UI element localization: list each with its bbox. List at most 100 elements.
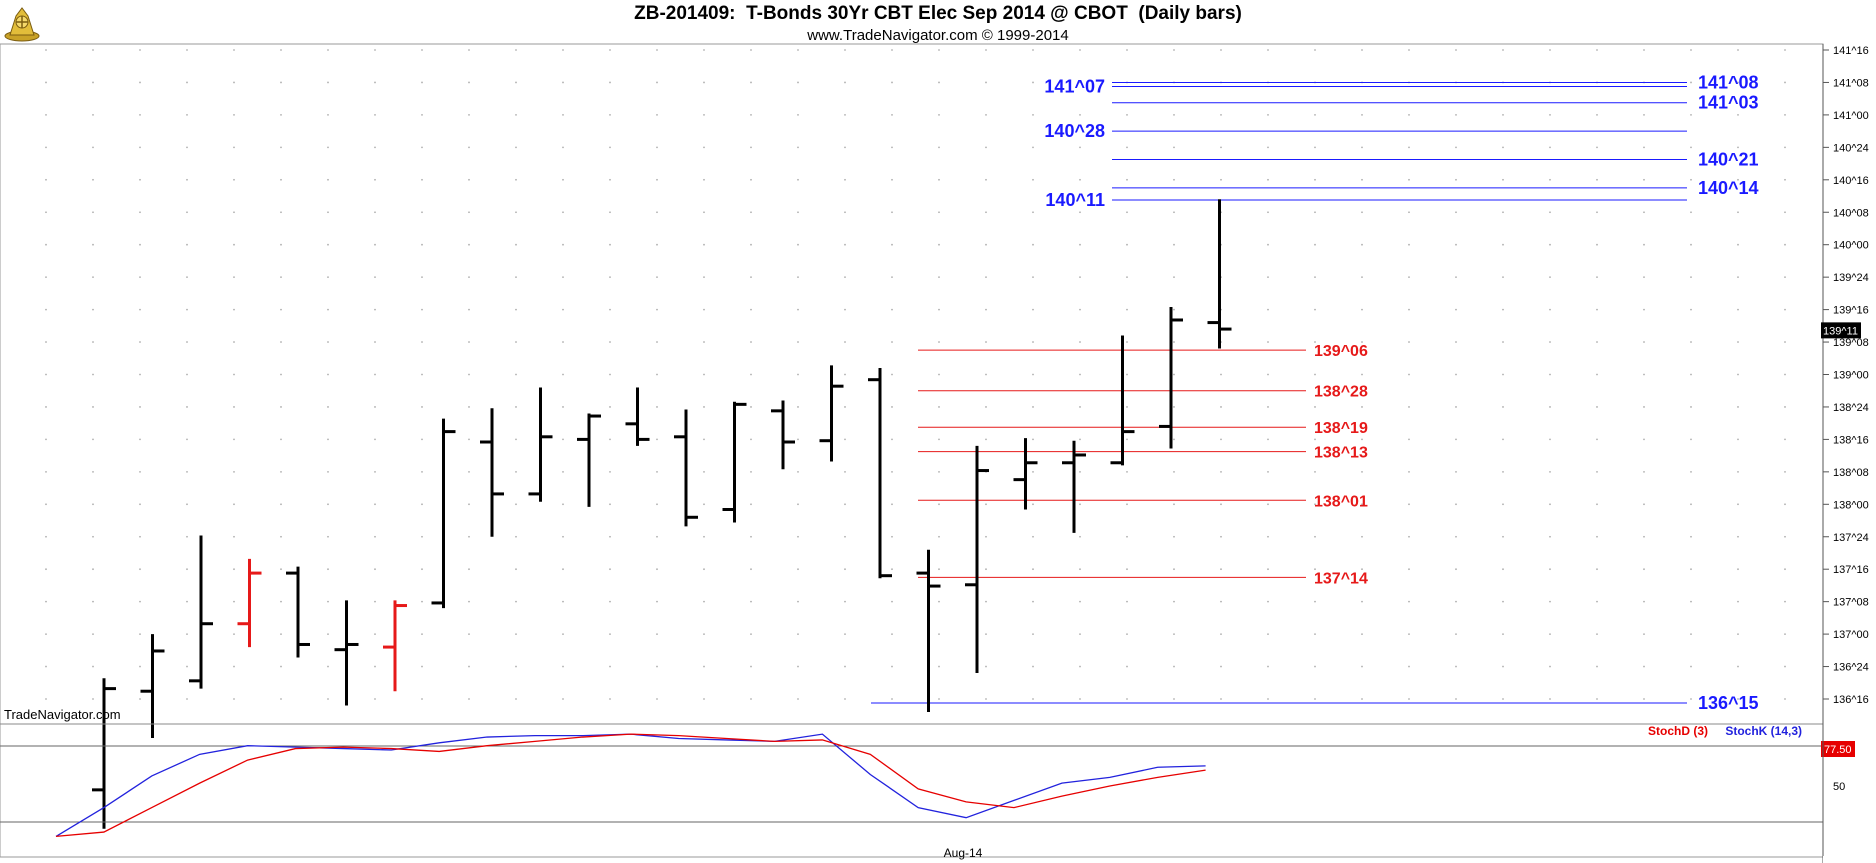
- grid-dot: [327, 470, 329, 473]
- ohlc-bar: [722, 401, 747, 523]
- price-axis-tick-label: 138^16: [1833, 434, 1869, 446]
- grid-dot: [656, 81, 658, 84]
- grid-dot: [421, 341, 423, 343]
- grid-dot: [1408, 341, 1410, 343]
- grid-dot: [515, 406, 517, 408]
- grid-dot: [1784, 81, 1786, 84]
- grid-dot: [609, 276, 611, 279]
- grid-dot: [327, 81, 329, 84]
- grid-dot: [609, 503, 611, 506]
- grid-dot: [1361, 146, 1363, 149]
- grid-dot: [1690, 114, 1692, 116]
- grid-dot: [1549, 341, 1551, 343]
- grid-dot: [1079, 406, 1081, 408]
- grid-dot: [656, 438, 658, 441]
- grid-dot: [1267, 341, 1269, 343]
- grid-dot: [938, 49, 940, 51]
- grid-dot: [750, 308, 752, 311]
- grid-dot: [374, 568, 376, 571]
- grid-dot: [938, 406, 940, 408]
- grid-dot: [1596, 665, 1598, 668]
- grid-dot: [985, 373, 987, 376]
- grid-dot: [1690, 568, 1692, 571]
- ohlc-bar: [868, 368, 892, 579]
- grid-dot: [1032, 503, 1034, 506]
- grid-dot: [609, 600, 611, 603]
- grid-dot: [421, 633, 423, 635]
- grid-dot: [1314, 438, 1316, 441]
- grid-dot: [233, 211, 235, 214]
- grid-dot: [139, 470, 141, 473]
- grid-dot: [1455, 438, 1457, 441]
- grid-dot: [45, 178, 47, 181]
- grid-dot: [1314, 406, 1316, 408]
- grid-dot: [891, 568, 893, 571]
- grid-dot: [750, 503, 752, 506]
- grid-dot: [703, 243, 705, 246]
- grid-dot: [186, 470, 188, 473]
- grid-dot: [1267, 114, 1269, 116]
- grid-dot: [656, 146, 658, 149]
- grid-dot: [468, 633, 470, 635]
- grid-dot: [233, 308, 235, 311]
- grid-dot: [280, 308, 282, 311]
- grid-dot: [1267, 211, 1269, 214]
- grid-dot: [1173, 276, 1175, 279]
- grid-dot: [985, 665, 987, 668]
- grid-dot: [374, 665, 376, 668]
- axis-corner: [1823, 856, 1876, 863]
- grid-dot: [1549, 665, 1551, 668]
- grid-dot: [1455, 503, 1457, 506]
- grid-dot: [1549, 373, 1551, 376]
- grid-dot: [515, 243, 517, 246]
- grid-dot: [1502, 243, 1504, 246]
- grid-dot: [1784, 341, 1786, 343]
- grid-dot: [891, 406, 893, 408]
- grid-dot: [1267, 503, 1269, 506]
- grid-dot: [750, 698, 752, 700]
- grid-dot: [92, 698, 94, 700]
- grid-dot: [92, 406, 94, 408]
- grid-dot: [844, 211, 846, 214]
- grid-dot: [609, 243, 611, 246]
- grid-dot: [1737, 633, 1739, 635]
- grid-dot: [938, 243, 940, 246]
- grid-dot: [1502, 178, 1504, 181]
- grid-dot: [844, 49, 846, 51]
- grid-dot: [1220, 114, 1222, 116]
- grid-dot: [92, 633, 94, 635]
- grid-dot: [562, 146, 564, 149]
- grid-dot: [703, 146, 705, 149]
- grid-dot: [468, 243, 470, 246]
- grid-dot: [374, 406, 376, 408]
- ohlc-bar: [1207, 199, 1232, 349]
- grid-dot: [1549, 243, 1551, 246]
- grid-dot: [1126, 600, 1128, 603]
- ohlc-bar: [286, 566, 310, 658]
- grid-dot: [515, 535, 517, 538]
- grid-dot: [1408, 114, 1410, 116]
- grid-dot: [1737, 568, 1739, 571]
- grid-dot: [1455, 243, 1457, 246]
- grid-dot: [468, 503, 470, 506]
- grid-dot: [92, 470, 94, 473]
- grid-dot: [1361, 633, 1363, 635]
- grid-dot: [139, 341, 141, 343]
- grid-dot: [468, 373, 470, 376]
- grid-dot: [985, 503, 987, 506]
- grid-dot: [797, 146, 799, 149]
- grid-dot: [1643, 600, 1645, 603]
- grid-dot: [656, 114, 658, 116]
- grid-dot: [1361, 438, 1363, 441]
- grid-dot: [656, 633, 658, 635]
- grid-dot: [1267, 665, 1269, 668]
- grid-dot: [1361, 406, 1363, 408]
- grid-dot: [1737, 114, 1739, 116]
- grid-dot: [938, 438, 940, 441]
- grid-dot: [844, 470, 846, 473]
- grid-dot: [1502, 568, 1504, 571]
- grid-dot: [1690, 503, 1692, 506]
- grid-dot: [1737, 49, 1739, 51]
- grid-dot: [1408, 600, 1410, 603]
- grid-dot: [233, 665, 235, 668]
